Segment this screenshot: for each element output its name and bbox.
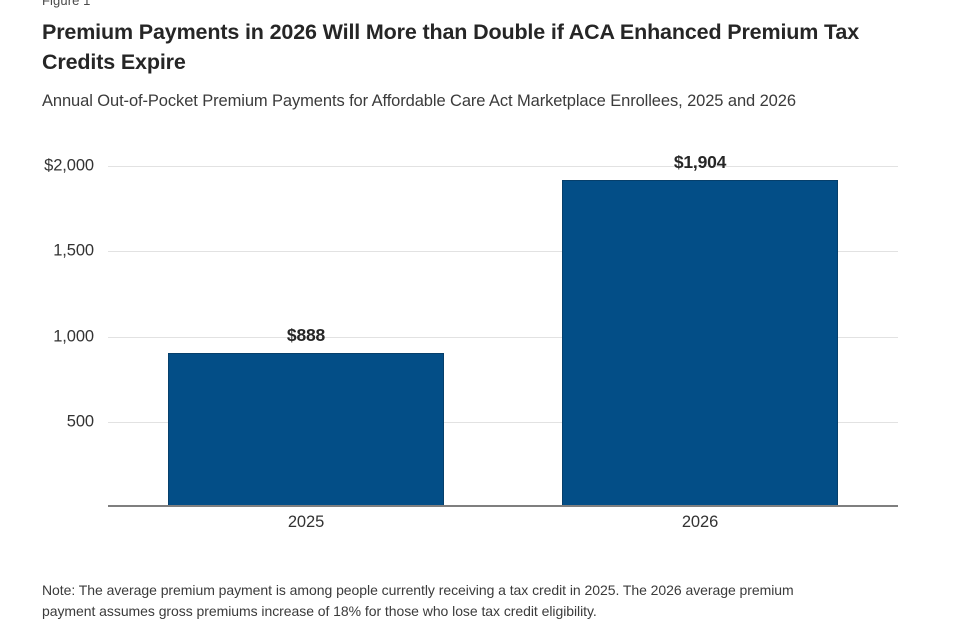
- bar-2026[interactable]: [562, 180, 838, 506]
- gridline-2000: [108, 166, 898, 167]
- x-tick-label-2026: 2026: [681, 513, 719, 531]
- figure-number-label: Figure 1: [42, 0, 91, 8]
- gridline-1500: [108, 251, 898, 252]
- bar-value-label-2026: $1,904: [673, 152, 727, 172]
- plot-area: $2,000 1,500 1,000 500 $888 $1,904 2025 …: [44, 152, 898, 531]
- x-axis-line: [108, 505, 898, 507]
- x-tick-label-2025: 2025: [287, 513, 325, 531]
- y-tick-label-2000: $2,000: [44, 156, 94, 175]
- y-tick-label-1000: 1,000: [53, 327, 94, 346]
- gridline-1000: [108, 337, 898, 338]
- chart-subtitle: Annual Out-of-Pocket Premium Payments fo…: [42, 92, 796, 110]
- chart-note: Note: The average premium payment is amo…: [42, 582, 794, 619]
- chart-title: Premium Payments in 2026 Will More than …: [42, 20, 860, 74]
- gridline-500: [108, 422, 898, 423]
- y-tick-label-1500: 1,500: [53, 241, 94, 260]
- bar-value-label-2025: $888: [286, 325, 326, 345]
- y-tick-label-500: 500: [66, 412, 94, 431]
- bar-2025[interactable]: [168, 353, 444, 506]
